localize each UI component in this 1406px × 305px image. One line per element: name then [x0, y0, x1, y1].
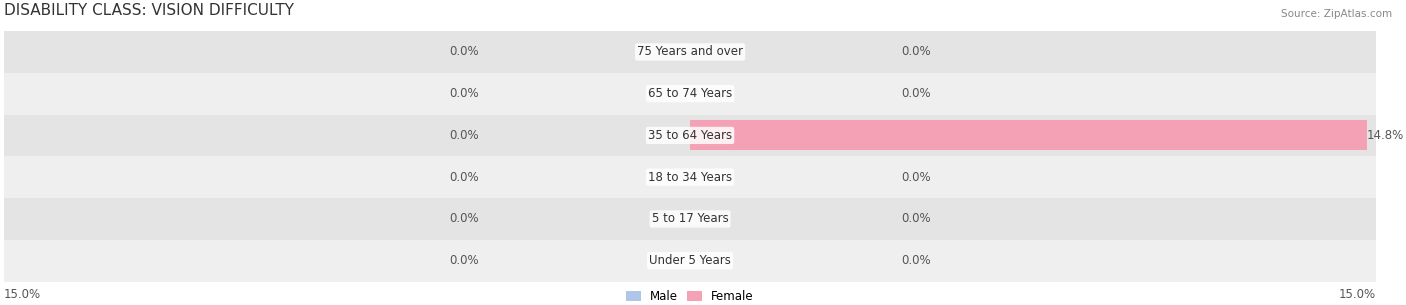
Bar — [4, 115, 1376, 156]
Bar — [4, 73, 1376, 115]
Text: 0.0%: 0.0% — [901, 213, 931, 225]
Text: 0.0%: 0.0% — [901, 254, 931, 267]
Text: 0.0%: 0.0% — [449, 254, 478, 267]
Bar — [4, 198, 1376, 240]
Text: Under 5 Years: Under 5 Years — [650, 254, 731, 267]
Text: 0.0%: 0.0% — [901, 45, 931, 58]
Bar — [4, 240, 1376, 282]
Text: 0.0%: 0.0% — [449, 213, 478, 225]
Text: 65 to 74 Years: 65 to 74 Years — [648, 87, 733, 100]
Text: 5 to 17 Years: 5 to 17 Years — [651, 213, 728, 225]
Text: 14.8%: 14.8% — [1367, 129, 1403, 142]
Text: 0.0%: 0.0% — [449, 45, 478, 58]
Text: 18 to 34 Years: 18 to 34 Years — [648, 171, 733, 184]
Text: Source: ZipAtlas.com: Source: ZipAtlas.com — [1281, 9, 1392, 19]
Text: 35 to 64 Years: 35 to 64 Years — [648, 129, 733, 142]
Text: 15.0%: 15.0% — [1339, 288, 1376, 301]
Text: 0.0%: 0.0% — [901, 171, 931, 184]
Text: 0.0%: 0.0% — [901, 87, 931, 100]
Text: 0.0%: 0.0% — [449, 171, 478, 184]
Legend: Male, Female: Male, Female — [627, 290, 754, 303]
Bar — [4, 31, 1376, 73]
Text: 0.0%: 0.0% — [449, 87, 478, 100]
Text: 15.0%: 15.0% — [4, 288, 41, 301]
Text: DISABILITY CLASS: VISION DIFFICULTY: DISABILITY CLASS: VISION DIFFICULTY — [4, 3, 294, 19]
Text: 75 Years and over: 75 Years and over — [637, 45, 742, 58]
Bar — [690, 120, 1367, 150]
Bar — [4, 156, 1376, 198]
Text: 0.0%: 0.0% — [449, 129, 478, 142]
